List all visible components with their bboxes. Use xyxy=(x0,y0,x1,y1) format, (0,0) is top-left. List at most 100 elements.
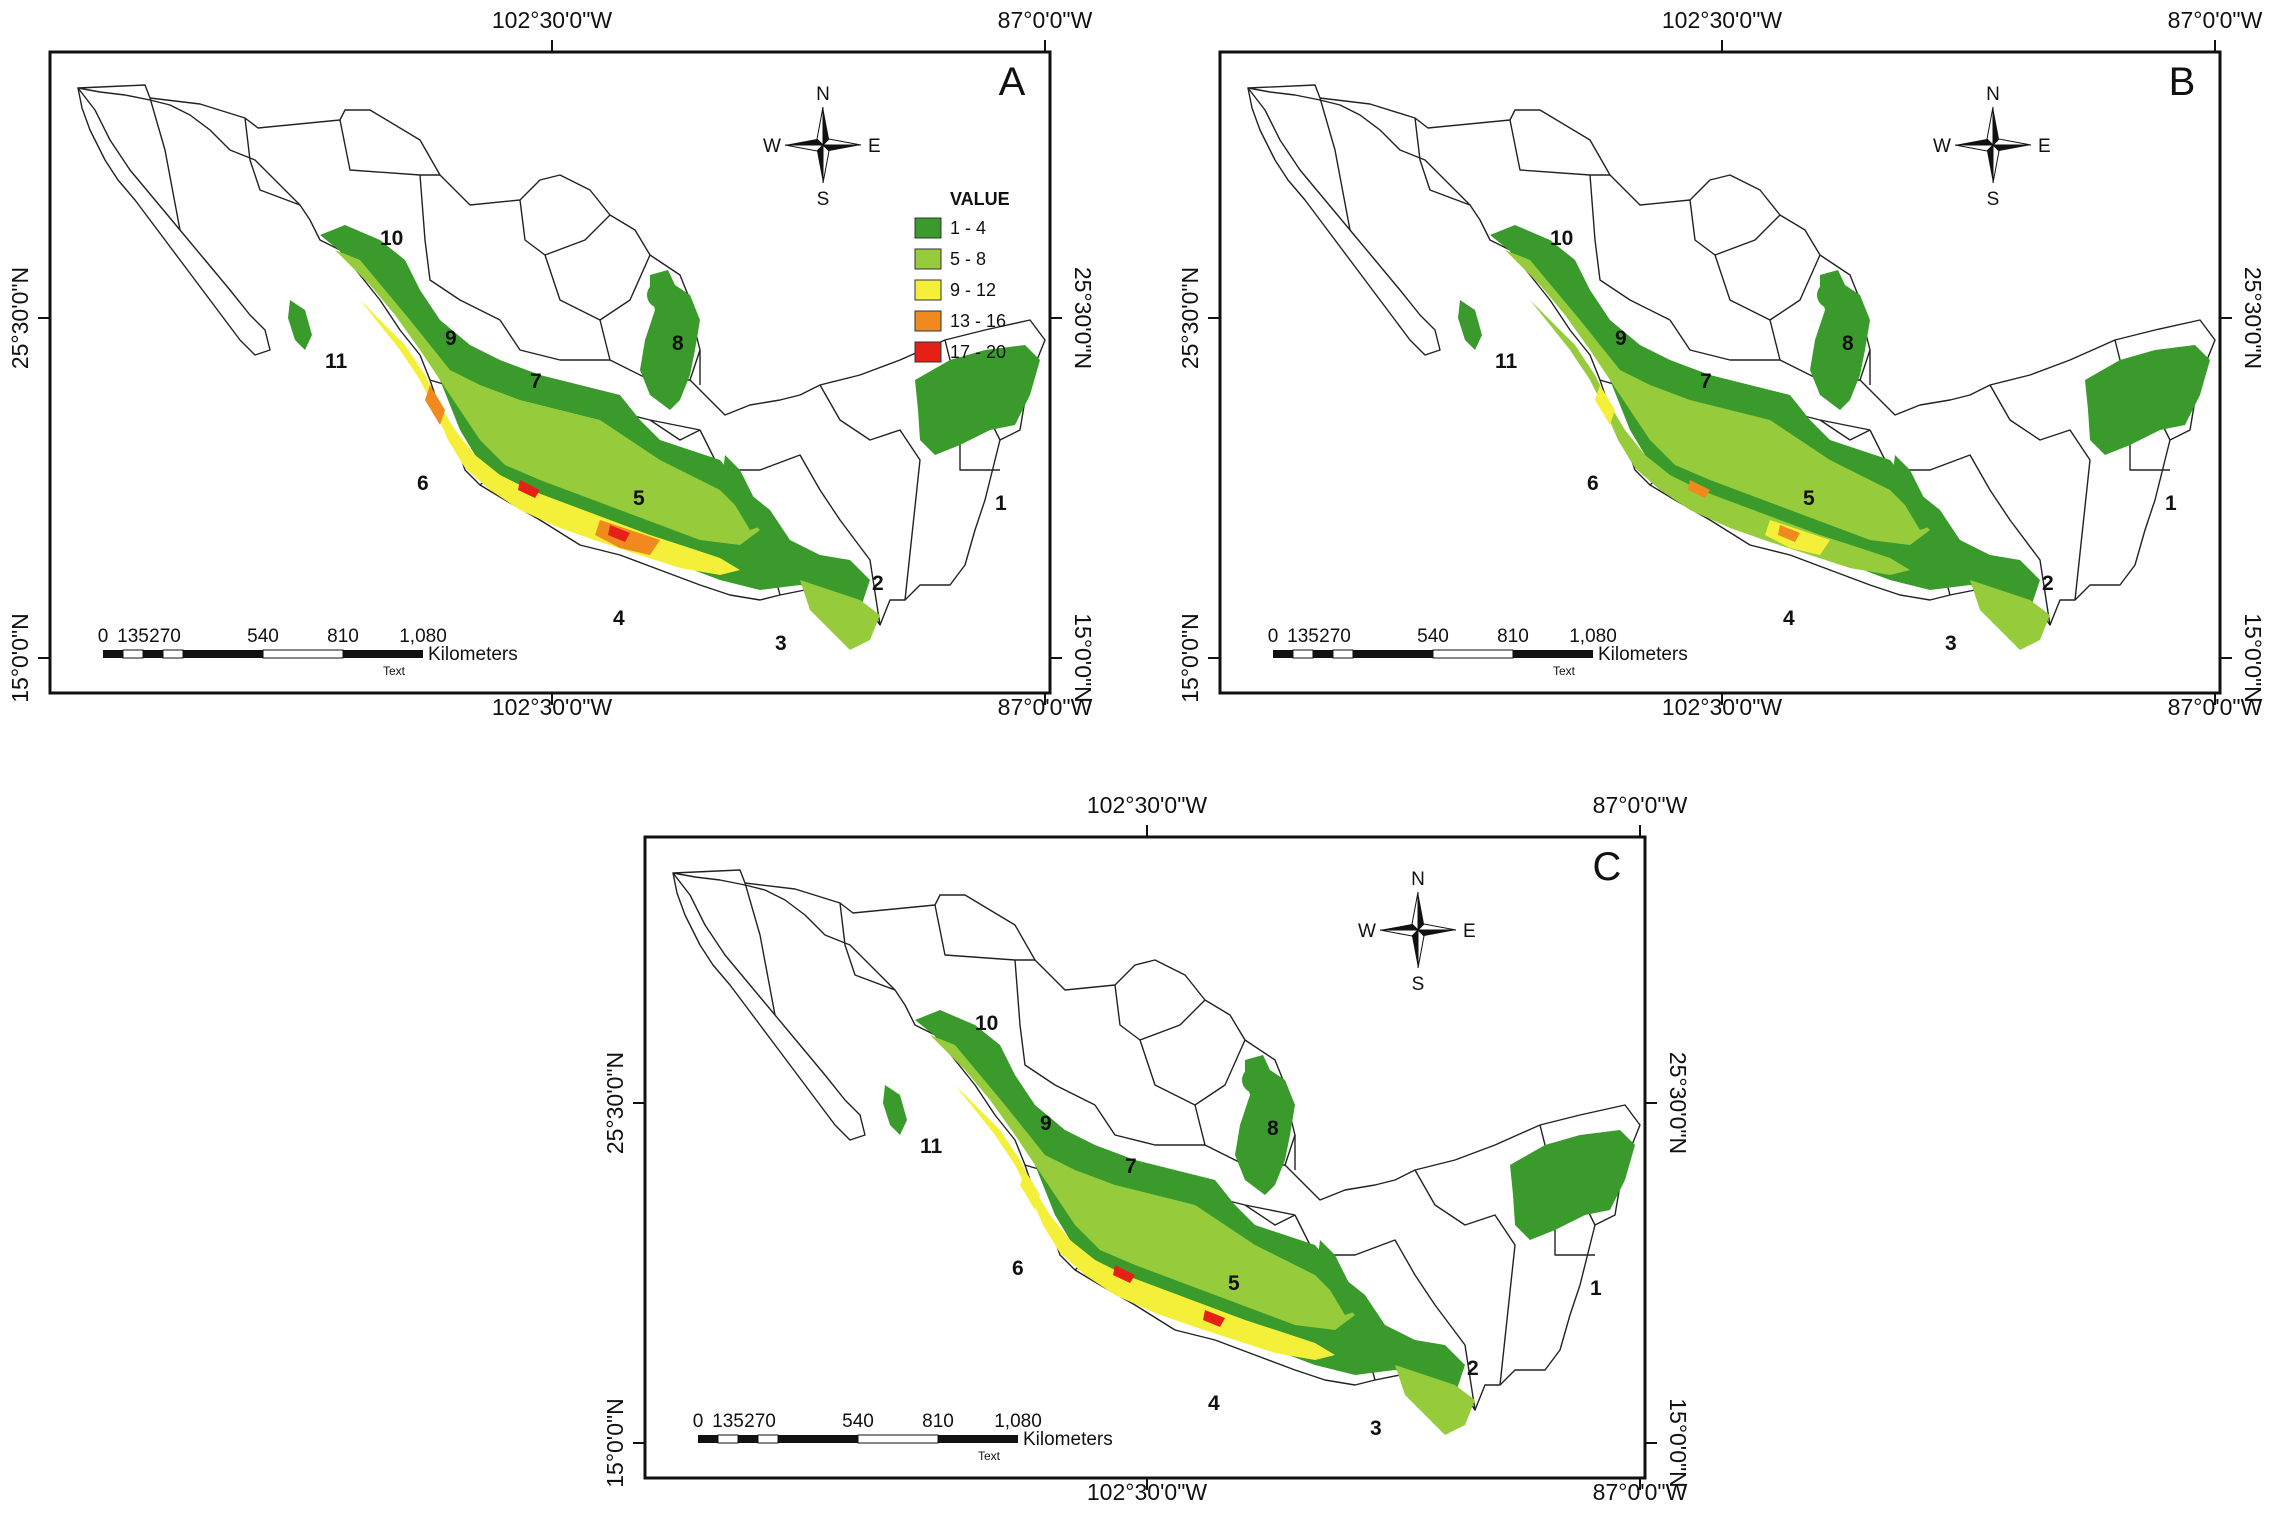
region-label: 3 xyxy=(775,632,787,655)
region-label: 4 xyxy=(613,607,625,630)
lat-label-left-south: 15°0'0"N xyxy=(1177,613,1203,703)
region-label: 3 xyxy=(1370,1417,1382,1440)
lat-label-left-north: 25°30'0"N xyxy=(602,1052,628,1154)
suitability-layer xyxy=(288,225,1040,650)
suitability-patch xyxy=(1113,1265,1135,1283)
scale-caption: Text xyxy=(1553,664,1576,678)
scale-unit: Kilometers xyxy=(428,644,518,665)
legend-label: 13 - 16 xyxy=(950,311,1006,331)
suitability-patch xyxy=(930,1035,1355,1330)
lat-label-right-north: 25°30'0"N xyxy=(2240,267,2266,369)
scale-tick-label: 810 xyxy=(1497,626,1529,647)
scale-tick-label: 1,080 xyxy=(994,1411,1042,1432)
region-label: 9 xyxy=(1040,1112,1052,1135)
lon-label-top-east: 87°0'0"W xyxy=(998,7,1093,33)
region-label: 1 xyxy=(995,492,1007,515)
suitability-patch xyxy=(800,580,880,650)
map-panel-b: 102°30'0"W 87°0'0"W 102°30'0"W 87°0'0"W … xyxy=(1170,0,2278,730)
region-label: 5 xyxy=(1803,487,1815,510)
scale-unit: Kilometers xyxy=(1023,1429,1113,1450)
lat-label-left-south: 15°0'0"N xyxy=(7,613,33,703)
scale-tick-label: 270 xyxy=(149,626,181,647)
scale-tick-label: 135 xyxy=(1287,626,1319,647)
region-label: 8 xyxy=(1267,1117,1279,1140)
frame-ticks xyxy=(1208,40,2232,705)
lon-label-top-east: 87°0'0"W xyxy=(2168,7,2263,33)
region-labels: 1 2 3 4 5 6 7 8 9 10 11 xyxy=(1495,227,2177,655)
suitability-patch xyxy=(1530,300,1910,575)
legend-label: 17 - 20 xyxy=(950,342,1006,362)
suitability-layer xyxy=(883,1010,1635,1435)
map-panel-a: 102°30'0"W 87°0'0"W 102°30'0"W 87°0'0"W … xyxy=(0,0,1125,730)
region-label: 1 xyxy=(1590,1277,1602,1300)
suitability-patch xyxy=(1510,1130,1635,1240)
region-label: 4 xyxy=(1208,1392,1220,1415)
panel-letter: A xyxy=(999,60,1026,104)
lat-label-right-south: 15°0'0"N xyxy=(2240,613,2266,703)
suitability-patch xyxy=(1817,282,1843,308)
suitability-patch xyxy=(1892,455,1935,530)
suitability-patch xyxy=(288,300,312,350)
panel-letter: C xyxy=(1593,845,1622,889)
region-label: 11 xyxy=(920,1135,943,1158)
suitability-patch xyxy=(1242,1067,1268,1093)
compass-rose-icon: N S E W xyxy=(1933,84,2051,210)
suitability-patch xyxy=(1970,580,2050,650)
lat-label-left-north: 25°30'0"N xyxy=(7,267,33,369)
panel-svg: 102°30'0"W 87°0'0"W 102°30'0"W 87°0'0"W … xyxy=(1177,7,2266,720)
region-label: 6 xyxy=(417,472,429,495)
scale-tick-label: 540 xyxy=(842,1411,874,1432)
compass-s: S xyxy=(817,189,830,210)
frame-ticks xyxy=(38,40,1062,705)
frame-ticks xyxy=(633,825,1657,1490)
suitability-patch xyxy=(360,300,740,575)
lat-label-right-north: 25°30'0"N xyxy=(1665,1052,1691,1154)
compass-s: S xyxy=(1987,189,2000,210)
scale-tick-label: 0 xyxy=(693,1411,704,1432)
suitability-patch xyxy=(1020,1170,1040,1210)
compass-e: E xyxy=(868,136,881,157)
lat-label-right-south: 15°0'0"N xyxy=(1070,613,1096,703)
lon-label-top-east: 87°0'0"W xyxy=(1593,792,1688,818)
lat-label-right-south: 15°0'0"N xyxy=(1665,1398,1691,1488)
suitability-patch xyxy=(425,385,445,425)
lat-label-right-north: 25°30'0"N xyxy=(1070,267,1096,369)
region-label: 5 xyxy=(633,487,645,510)
suitability-layer xyxy=(1458,225,2210,650)
suitability-patch xyxy=(1395,1365,1475,1435)
suitability-patch xyxy=(1458,300,1482,350)
scale-tick-label: 135 xyxy=(712,1411,744,1432)
scale-caption: Text xyxy=(978,1449,1001,1463)
region-label: 1 xyxy=(2165,492,2177,515)
region-label: 9 xyxy=(1615,327,1627,350)
region-label: 8 xyxy=(1842,332,1854,355)
compass-n: N xyxy=(1411,869,1425,890)
region-label: 4 xyxy=(1783,607,1795,630)
region-labels: 1 2 3 4 5 6 7 8 9 10 11 xyxy=(325,227,1007,655)
suitability-patch xyxy=(1688,480,1710,498)
region-label: 10 xyxy=(1550,227,1573,250)
legend-label: 5 - 8 xyxy=(950,249,986,269)
scale-tick-label: 1,080 xyxy=(399,626,447,647)
suitability-patch xyxy=(915,345,1040,455)
compass-w: W xyxy=(763,136,781,157)
lat-label-left-south: 15°0'0"N xyxy=(602,1398,628,1488)
region-label: 2 xyxy=(1467,1357,1479,1380)
scale-tick-label: 0 xyxy=(98,626,109,647)
scale-bar: 0 135 270 540 810 1,080 Kilometers Text xyxy=(1268,626,1688,678)
region-labels: 1 2 3 4 5 6 7 8 9 10 11 xyxy=(920,1012,1602,1440)
mexico-outline xyxy=(77,84,1046,626)
panel-svg: 102°30'0"W 87°0'0"W 102°30'0"W 87°0'0"W … xyxy=(7,7,1096,720)
panel-svg: 102°30'0"W 87°0'0"W 102°30'0"W 87°0'0"W … xyxy=(602,792,1691,1505)
suitability-patch xyxy=(1595,385,1615,425)
region-label: 5 xyxy=(1228,1272,1240,1295)
suitability-patch xyxy=(518,480,540,498)
scale-tick-label: 270 xyxy=(1319,626,1351,647)
legend-items: 1 - 4 5 - 8 9 - 12 13 - 16 17 - 20 xyxy=(914,217,1006,363)
scale-tick-label: 0 xyxy=(1268,626,1279,647)
lon-label-top-west: 102°30'0"W xyxy=(492,7,613,33)
region-label: 11 xyxy=(325,350,348,373)
legend-label: 1 - 4 xyxy=(950,218,986,238)
compass-n: N xyxy=(816,84,830,105)
region-label: 7 xyxy=(530,370,542,393)
